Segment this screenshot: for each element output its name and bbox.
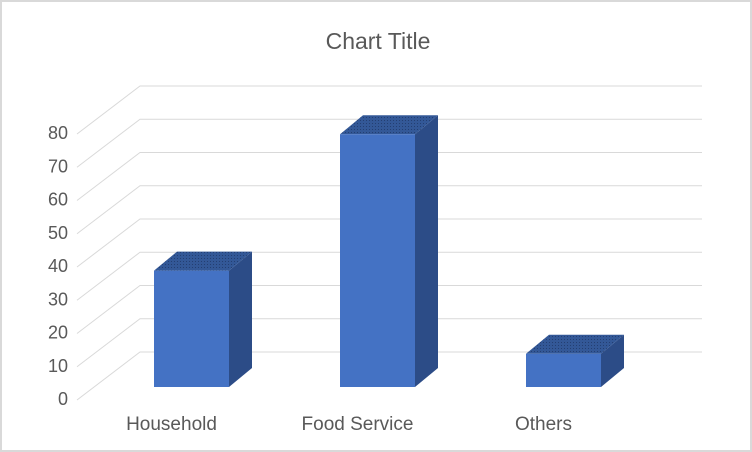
bar-front-face (340, 134, 415, 387)
bar-side-face (229, 251, 252, 387)
gridline (76, 152, 702, 201)
category-label: Household (126, 414, 217, 435)
bar-household[interactable] (154, 251, 252, 387)
gridline (76, 85, 702, 135)
y-tick-label: 10 (48, 356, 68, 376)
chart-title[interactable]: Chart Title (326, 28, 431, 54)
y-tick-label: 70 (48, 156, 68, 176)
y-tick-label: 30 (48, 289, 68, 309)
y-tick-label: 60 (48, 190, 68, 210)
bar-front-face (526, 353, 601, 387)
y-tick-label: 0 (58, 389, 68, 409)
bar-side-face (601, 334, 624, 387)
y-tick-label: 80 (48, 123, 68, 143)
bar-top-face (526, 334, 624, 354)
y-tick-label: 20 (48, 323, 68, 343)
bar-top-face (154, 251, 252, 271)
bar-side-face (415, 115, 438, 388)
gridline (76, 351, 702, 401)
bar-food-service[interactable] (340, 115, 438, 388)
bar-top-face (340, 115, 438, 135)
category-label: Others (515, 414, 572, 435)
y-tick-label: 40 (48, 256, 68, 276)
bar-others[interactable] (526, 334, 624, 387)
category-label: Food Service (302, 414, 414, 435)
gridline (76, 218, 702, 268)
gridline (76, 118, 702, 168)
gridline (76, 251, 702, 301)
y-axis-labels-group: 0 10 20 30 40 50 60 70 80 (48, 123, 68, 409)
bar-front-face (154, 270, 229, 387)
gridline (76, 185, 702, 235)
bars-group (154, 115, 624, 388)
x-axis-labels-group: Household Food Service Others (126, 414, 572, 435)
gridline (76, 318, 702, 368)
gridlines-group (76, 85, 702, 401)
gridline (76, 285, 702, 334)
y-tick-label: 50 (48, 223, 68, 243)
